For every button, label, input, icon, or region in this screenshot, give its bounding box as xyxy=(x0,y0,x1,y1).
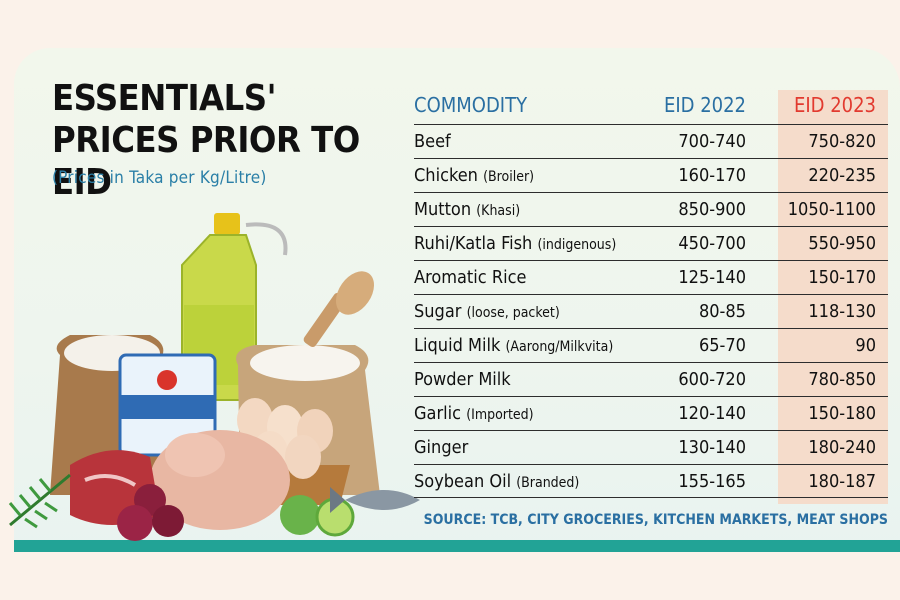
commodity-label: Beef xyxy=(414,131,451,152)
commodity-name: Ruhi/Katla Fish (indigenous) xyxy=(414,227,616,262)
price-eid-2022: 120-140 xyxy=(678,403,746,424)
commodity-note: (Broiler) xyxy=(483,169,535,185)
commodity-name: Ginger xyxy=(414,431,468,466)
price-eid-2023: 150-170 xyxy=(808,267,876,288)
table-row: Soybean Oil (Branded) 155-165 180-187 xyxy=(414,464,888,498)
table-header: COMMODITY EID 2022 EID 2023 xyxy=(414,90,888,124)
price-eid-2022: 600-720 xyxy=(678,369,746,390)
price-eid-2023: 180-240 xyxy=(808,437,876,458)
commodity-name: Chicken (Broiler) xyxy=(414,159,534,194)
table-row: Ruhi/Katla Fish (indigenous) 450-700 550… xyxy=(414,226,888,260)
commodity-label: Mutton xyxy=(414,199,472,220)
price-eid-2022: 155-165 xyxy=(678,471,746,492)
groceries-illustration xyxy=(8,213,420,541)
price-eid-2023: 150-180 xyxy=(808,403,876,424)
commodity-label: Sugar xyxy=(414,301,462,322)
commodity-name: Aromatic Rice xyxy=(414,261,526,296)
price-eid-2022: 80-85 xyxy=(698,301,746,322)
commodity-note: (Branded) xyxy=(516,475,580,491)
footer-bar xyxy=(14,540,900,552)
table-row: Chicken (Broiler) 160-170 220-235 xyxy=(414,158,888,192)
commodity-label: Ruhi/Katla Fish xyxy=(414,233,533,254)
header-eid-2023: EID 2023 xyxy=(793,93,876,117)
price-eid-2023: 550-950 xyxy=(808,233,876,254)
price-eid-2023: 90 xyxy=(855,335,876,356)
commodity-note: (Imported) xyxy=(466,407,534,423)
commodity-note: (indigenous) xyxy=(537,237,617,253)
price-eid-2022: 65-70 xyxy=(698,335,746,356)
commodity-label: Ginger xyxy=(414,437,469,458)
commodity-name: Garlic (Imported) xyxy=(414,397,534,432)
commodity-name: Beef xyxy=(414,125,451,160)
price-eid-2023: 1050-1100 xyxy=(787,199,876,220)
price-eid-2022: 850-900 xyxy=(678,199,746,220)
commodity-label: Liquid Milk xyxy=(414,335,501,356)
table-row: Garlic (Imported) 120-140 150-180 xyxy=(414,396,888,430)
fish-icon xyxy=(330,487,420,513)
page-subtitle: (Prices in Taka per Kg/Litre) xyxy=(52,168,267,188)
commodity-note: (loose, packet) xyxy=(466,305,560,321)
price-eid-2022: 125-140 xyxy=(678,267,746,288)
commodity-name: Mutton (Khasi) xyxy=(414,193,520,228)
header-commodity: COMMODITY xyxy=(414,93,528,117)
commodity-label: Soybean Oil xyxy=(414,471,512,492)
header-eid-2022: EID 2022 xyxy=(663,93,746,117)
price-eid-2023: 220-235 xyxy=(808,165,876,186)
page-title: ESSENTIALS' PRICES PRIOR TO EID xyxy=(52,78,360,203)
table-row: Powder Milk 600-720 780-850 xyxy=(414,362,888,396)
commodity-label: Chicken xyxy=(414,165,478,186)
commodity-label: Powder Milk xyxy=(414,369,511,390)
commodity-name: Soybean Oil (Branded) xyxy=(414,465,579,500)
price-eid-2023: 750-820 xyxy=(808,131,876,152)
price-eid-2023: 780-850 xyxy=(808,369,876,390)
onion-icon xyxy=(117,484,184,541)
commodity-label: Aromatic Rice xyxy=(414,267,527,288)
eid2023-column-highlight xyxy=(778,90,888,504)
table-row: Liquid Milk (Aarong/Milkvita) 65-70 90 xyxy=(414,328,888,362)
commodity-note: (Aarong/Milkvita) xyxy=(505,339,614,355)
chicken-icon xyxy=(150,430,290,530)
table-row: Aromatic Rice 125-140 150-170 xyxy=(414,260,888,294)
milk-packet-icon xyxy=(118,353,217,457)
table-row: Ginger 130-140 180-240 xyxy=(414,430,888,464)
herb-icon xyxy=(8,473,71,529)
price-eid-2022: 160-170 xyxy=(678,165,746,186)
price-eid-2023: 118-130 xyxy=(808,301,876,322)
price-eid-2022: 450-700 xyxy=(678,233,746,254)
commodity-name: Sugar (loose, packet) xyxy=(414,295,560,330)
table-row: Beef 700-740 750-820 xyxy=(414,124,888,158)
price-eid-2023: 180-187 xyxy=(808,471,876,492)
commodity-label: Garlic xyxy=(414,403,462,424)
commodity-note: (Khasi) xyxy=(476,203,521,219)
commodity-name: Powder Milk xyxy=(414,363,511,398)
price-table: Beef 700-740 750-820 Chicken (Broiler) 1… xyxy=(414,124,888,498)
table-row: Sugar (loose, packet) 80-85 118-130 xyxy=(414,294,888,328)
price-eid-2022: 130-140 xyxy=(678,437,746,458)
commodity-name: Liquid Milk (Aarong/Milkvita) xyxy=(414,329,613,364)
table-row: Mutton (Khasi) 850-900 1050-1100 xyxy=(414,192,888,226)
price-eid-2022: 700-740 xyxy=(678,131,746,152)
source-note: SOURCE: TCB, CITY GROCERIES, KITCHEN MAR… xyxy=(423,512,888,528)
